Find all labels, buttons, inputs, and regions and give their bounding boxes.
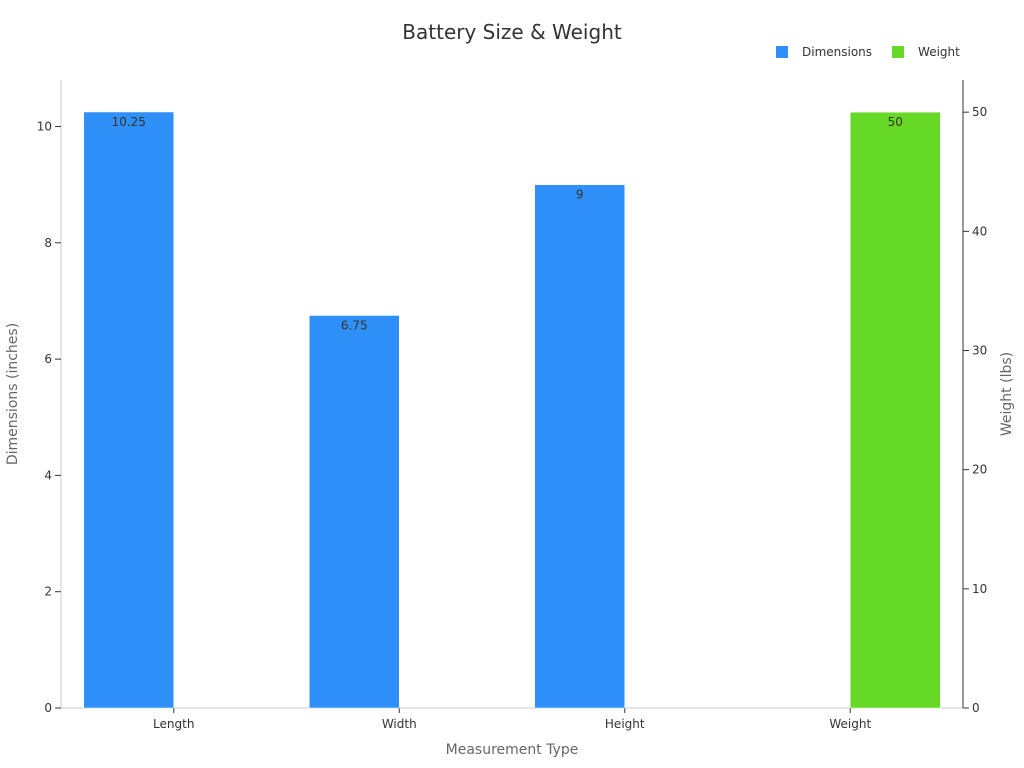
legend: Dimensions Weight bbox=[776, 45, 980, 59]
legend-item-dimensions[interactable]: Dimensions bbox=[776, 45, 872, 59]
y-left-tick-label: 8 bbox=[44, 236, 52, 250]
y-left-tick-label: 10 bbox=[37, 120, 52, 134]
y-right-tick-label: 30 bbox=[972, 344, 987, 358]
y-right-tick-label: 0 bbox=[972, 701, 980, 715]
bar-dimensions-length bbox=[83, 111, 174, 709]
bar-weight-weight bbox=[850, 111, 941, 709]
x-tick-label: Length bbox=[153, 717, 194, 731]
y-left-tick-label: 0 bbox=[44, 701, 52, 715]
data-label-width: 6.75 bbox=[341, 319, 368, 333]
legend-item-weight[interactable]: Weight bbox=[892, 45, 960, 59]
legend-swatch-weight bbox=[892, 46, 905, 58]
y-left-tick-label: 4 bbox=[44, 468, 52, 482]
y-left-tick-label: 6 bbox=[44, 352, 52, 366]
data-label-height: 9 bbox=[576, 188, 584, 202]
y-left-tick-label: 2 bbox=[44, 585, 52, 599]
legend-label-weight: Weight bbox=[918, 45, 960, 59]
y-right-tick-label: 20 bbox=[972, 463, 987, 477]
data-label-length: 10.25 bbox=[112, 115, 146, 129]
x-tick-label: Height bbox=[605, 717, 645, 731]
legend-label-dimensions: Dimensions bbox=[802, 45, 873, 59]
x-axis-label: Measurement Type bbox=[445, 742, 579, 758]
legend-swatch-dimensions bbox=[776, 46, 788, 58]
x-tick-label: Width bbox=[382, 717, 417, 731]
y-right-tick-label: 10 bbox=[972, 582, 987, 596]
data-label-weight: 50 bbox=[888, 115, 903, 129]
chart-title: Battery Size & Weight bbox=[402, 20, 622, 44]
y-right-tick-label: 40 bbox=[972, 224, 987, 238]
bar-dimensions-width bbox=[309, 315, 400, 709]
x-tick-label: Weight bbox=[829, 717, 871, 731]
bar-dimensions-height bbox=[534, 184, 625, 709]
y-right-tick-label: 50 bbox=[972, 105, 987, 119]
